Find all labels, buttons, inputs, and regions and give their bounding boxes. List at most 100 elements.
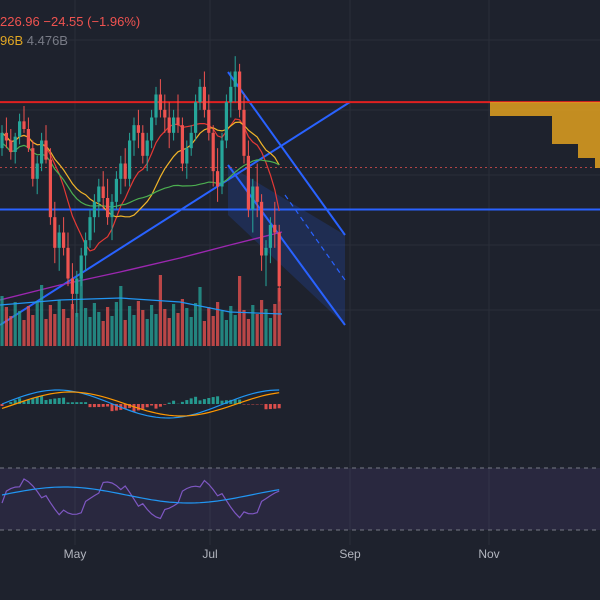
- candle-body: [31, 148, 35, 179]
- macd-histogram-bar: [84, 402, 88, 404]
- macd-histogram-bar: [211, 397, 215, 404]
- macd-histogram-bar: [273, 404, 277, 409]
- candle-body: [180, 125, 184, 164]
- candle-body: [53, 217, 57, 248]
- candle-body: [202, 86, 206, 110]
- macd-histogram-bar: [194, 396, 198, 404]
- volume-bar: [163, 309, 167, 346]
- ma-green-line: [1, 142, 280, 208]
- macd-histogram-bar: [13, 400, 17, 404]
- volume-bar: [106, 307, 110, 346]
- volume-bar: [136, 301, 140, 346]
- macd-histogram-bar: [75, 402, 79, 404]
- volume-bar: [220, 311, 224, 346]
- candle-body: [216, 171, 220, 187]
- candle-body: [35, 163, 39, 179]
- candle-body: [70, 278, 74, 294]
- macd-histogram-bar: [238, 399, 242, 404]
- x-tick-label: Sep: [339, 547, 361, 561]
- candle-body: [154, 94, 158, 118]
- volume-bar: [167, 318, 171, 346]
- volume-bar: [79, 274, 83, 346]
- volume-bar: [57, 300, 61, 346]
- volume-bar: [176, 313, 180, 346]
- volume-bar: [202, 321, 206, 346]
- x-tick-label: Nov: [478, 547, 500, 561]
- volume-bar: [4, 307, 8, 346]
- volume-bar: [92, 303, 96, 346]
- volume-bar: [251, 305, 255, 346]
- signal-line: [1, 391, 280, 417]
- volume-header: 96B 4.476B: [0, 33, 68, 48]
- volume-bar: [238, 276, 242, 346]
- macd-histogram-bar: [9, 402, 13, 404]
- macd-histogram-bar: [233, 399, 237, 404]
- macd-histogram-bar: [123, 404, 127, 409]
- candle-body: [79, 255, 83, 279]
- volume-bar: [268, 318, 272, 346]
- volume-bar: [0, 296, 4, 346]
- volume-bar: [216, 302, 220, 346]
- macd-histogram-bar: [132, 404, 136, 412]
- volume-value: 96B: [0, 33, 24, 48]
- candle-body: [66, 247, 70, 279]
- macd-histogram-bar: [229, 399, 233, 404]
- candle-body: [48, 159, 52, 218]
- macd-histogram-bar: [180, 401, 184, 404]
- volume-bar: [114, 302, 118, 346]
- candle-body: [189, 132, 193, 149]
- macd-histogram-bar: [57, 398, 61, 404]
- candle-body: [128, 140, 132, 179]
- volume-bar: [255, 314, 259, 346]
- rsi-ma-line: [1, 486, 280, 504]
- macd-histogram-bar: [40, 396, 44, 404]
- macd-histogram-bar: [150, 404, 154, 406]
- x-tick-label: Jul: [202, 547, 218, 561]
- volume-bar: [264, 309, 268, 346]
- candle-body: [106, 198, 110, 218]
- volume-bar: [62, 309, 66, 346]
- macd-histogram-bar: [79, 402, 83, 404]
- price-change: −24.55 (−1.96%): [43, 14, 141, 29]
- macd-histogram-bar: [216, 396, 220, 404]
- channel-upper-line: [227, 71, 346, 236]
- volume-bar: [273, 304, 277, 346]
- candle-body: [84, 240, 88, 256]
- volume-bar: [18, 311, 22, 346]
- macd-histogram-bar: [53, 398, 57, 404]
- candle-body: [75, 278, 79, 294]
- macd-histogram-bar: [106, 404, 110, 407]
- candle-body: [88, 217, 92, 241]
- macd-histogram-bar: [44, 400, 48, 404]
- volume-bar: [211, 316, 215, 346]
- macd-histogram-bar: [198, 400, 202, 404]
- candle-body: [13, 136, 17, 152]
- volume-bar: [9, 316, 13, 346]
- rsi-band: [0, 468, 600, 530]
- volume-bar: [66, 318, 70, 346]
- volume-bar: [31, 315, 35, 346]
- volume-bar: [132, 315, 136, 346]
- macd-histogram-bar: [141, 404, 145, 409]
- candle-body: [97, 186, 101, 202]
- candle-body: [172, 117, 176, 133]
- volume-bar: [48, 305, 52, 346]
- candle-body: [185, 148, 189, 164]
- candle-body: [18, 121, 22, 137]
- volume-bar: [185, 308, 189, 346]
- candle-body: [141, 132, 145, 156]
- candle-body: [273, 224, 277, 233]
- volume-bar: [13, 302, 17, 346]
- macd-histogram-bar: [66, 402, 70, 404]
- volume-bar: [22, 320, 26, 346]
- volume-bar: [53, 314, 57, 346]
- candle-body: [246, 155, 250, 210]
- volume-bar: [198, 287, 202, 346]
- x-tick-label: May: [63, 547, 87, 561]
- volume-profile-bar: [552, 130, 600, 144]
- ma-red-line: [1, 118, 280, 252]
- macd-histogram-bar: [62, 397, 66, 404]
- candle-body: [163, 109, 167, 118]
- volume-ma-value: 4.476B: [26, 33, 68, 48]
